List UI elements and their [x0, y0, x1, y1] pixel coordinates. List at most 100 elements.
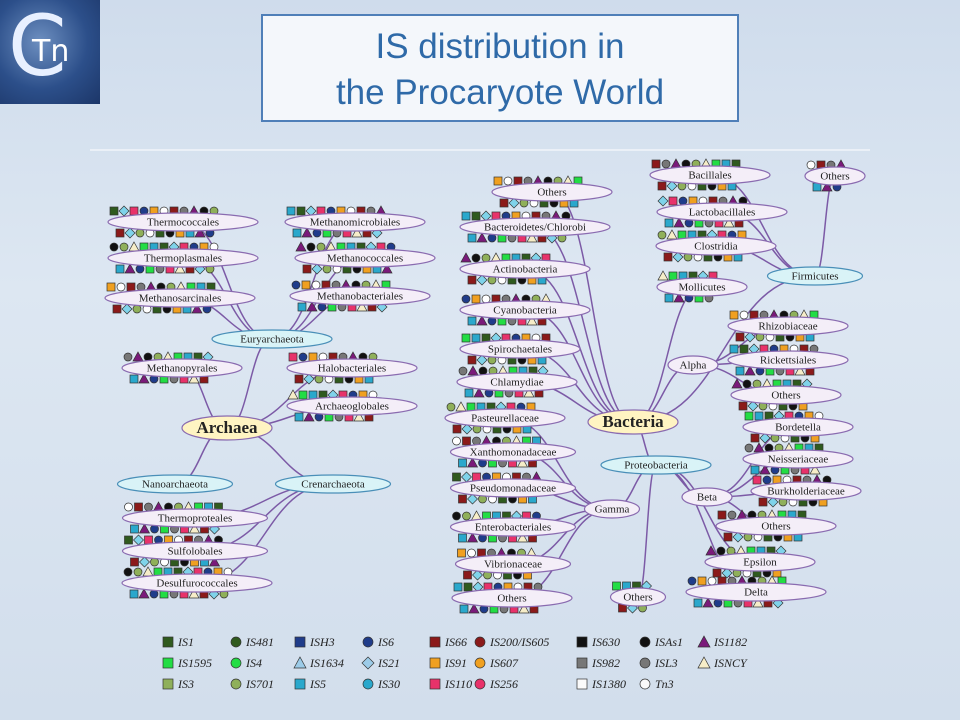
legend-label: IS1595	[177, 656, 212, 670]
node-shape	[609, 587, 667, 607]
node-label: Alpha	[680, 360, 707, 372]
marker	[287, 389, 299, 400]
node-shape	[459, 300, 591, 320]
legend-label: IS982	[591, 656, 620, 670]
node-label: Spirochaetales	[488, 344, 552, 356]
node-label: Proteobacteria	[624, 460, 688, 472]
edge	[182, 221, 273, 340]
node: Mollicutes	[656, 270, 748, 303]
edge	[226, 338, 273, 429]
marker	[144, 535, 153, 545]
node: Lactobacillales	[656, 195, 788, 228]
marker	[467, 275, 477, 285]
marker	[702, 597, 714, 608]
node: Archaeoglobales	[286, 389, 418, 422]
marker	[612, 581, 621, 591]
node-shape	[704, 552, 816, 572]
marker	[138, 523, 151, 534]
marker	[673, 217, 685, 228]
node-shape	[681, 487, 733, 507]
marker	[752, 597, 764, 608]
marker	[767, 496, 779, 508]
node: Methanococcales	[294, 241, 436, 275]
marker	[739, 310, 749, 320]
node-shape	[449, 442, 577, 462]
marker	[362, 678, 374, 690]
node-label: Desulfurococcales	[156, 578, 237, 590]
marker	[697, 576, 707, 586]
legend-label: IS1634	[309, 656, 344, 670]
marker	[499, 198, 509, 208]
node-shape	[289, 286, 431, 306]
node-shape	[211, 329, 333, 349]
marker	[576, 657, 588, 669]
marker	[356, 301, 368, 312]
marker	[362, 636, 374, 648]
node-label: Pseudomonadaceae	[470, 483, 556, 495]
marker	[744, 411, 754, 421]
node: Archaea	[181, 415, 273, 441]
edge	[632, 286, 703, 423]
marker	[526, 232, 538, 243]
marker	[138, 588, 150, 599]
marker	[809, 464, 821, 475]
node: Enterobacteriales	[449, 510, 577, 543]
marker	[516, 457, 529, 468]
marker	[129, 374, 139, 384]
marker	[462, 511, 471, 521]
marker	[744, 331, 756, 343]
node-label: Vibrionaceae	[484, 559, 542, 571]
marker	[297, 302, 307, 312]
marker	[306, 242, 316, 252]
node-label: Enterobacteriales	[475, 522, 551, 534]
marker	[467, 365, 479, 376]
marker	[302, 264, 312, 274]
node-label: Chlamydiae	[490, 377, 543, 389]
marker	[657, 181, 667, 191]
node: Firmicutes	[766, 266, 864, 286]
marker	[109, 206, 119, 216]
node-label: Cyanobacteria	[493, 305, 557, 317]
legend-label: IS481	[245, 635, 274, 649]
marker	[518, 603, 530, 614]
marker	[460, 252, 472, 263]
marker	[139, 556, 150, 568]
node-shape	[459, 259, 591, 279]
marker	[467, 355, 477, 365]
node: Rickettsiales	[727, 343, 849, 376]
node: Xanthomonadaceae	[449, 435, 577, 468]
marker	[116, 282, 126, 292]
title-line: IS distribution in	[375, 27, 625, 66]
node-label: Others	[771, 390, 800, 402]
marker	[381, 263, 393, 274]
node: Others	[451, 581, 573, 614]
marker	[727, 510, 737, 520]
marker	[106, 282, 116, 292]
marker	[133, 534, 144, 546]
marker	[639, 636, 651, 648]
marker	[230, 657, 242, 669]
node-shape	[181, 415, 273, 441]
marker	[292, 228, 302, 238]
node-label: Thermoplasmales	[144, 253, 222, 265]
marker	[729, 344, 739, 354]
marker	[298, 352, 308, 362]
node: Pasteurellaceae	[444, 401, 566, 435]
marker	[188, 373, 200, 384]
node-shape	[715, 516, 837, 536]
marker	[115, 264, 125, 274]
marker	[471, 294, 481, 304]
legend-label: IS30	[377, 677, 400, 691]
marker	[471, 333, 481, 343]
node-shape	[107, 248, 259, 268]
node: Others	[609, 580, 667, 614]
marker	[470, 510, 483, 521]
node-label: Bacillales	[688, 170, 731, 182]
node-label: Methanosarcinales	[139, 293, 221, 305]
node: Pseudomonadaceae	[449, 471, 577, 505]
node-label: Beta	[697, 492, 717, 504]
node-shape	[742, 449, 854, 469]
marker	[429, 657, 441, 669]
node: Methanomicrobiales	[284, 205, 426, 239]
